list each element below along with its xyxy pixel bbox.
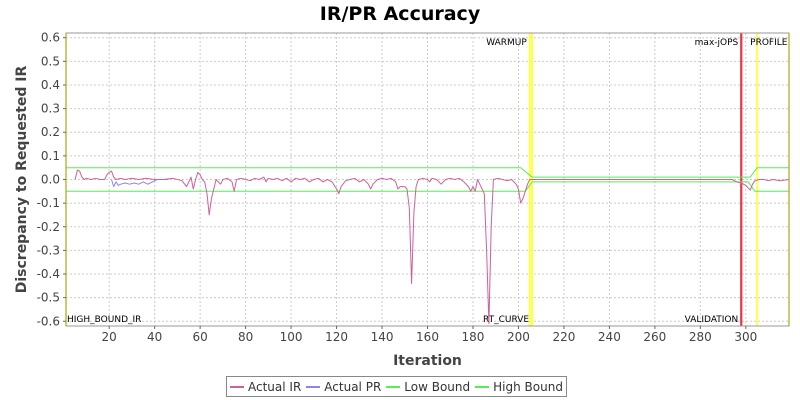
marker-label: PROFILE bbox=[750, 38, 788, 48]
series-line-actual-pr bbox=[111, 179, 169, 188]
y-tick-label: -0.2 bbox=[37, 220, 60, 234]
x-tick-label: 300 bbox=[734, 330, 757, 344]
x-tick-label: 120 bbox=[325, 330, 348, 344]
y-tick-label: 0.3 bbox=[41, 102, 60, 116]
marker-label: RT_CURVE bbox=[483, 315, 529, 325]
legend-label-actual-ir: Actual IR bbox=[248, 379, 302, 394]
legend-item-actual-pr: Actual PR bbox=[306, 380, 381, 394]
chart-svg: HIGH_BOUND_IR WARMUP RT_CURVE max-jOPS VALID… bbox=[14, 31, 790, 369]
x-tick-label: 180 bbox=[462, 330, 485, 344]
y-tick-label: 0.2 bbox=[41, 125, 60, 139]
y-tick-label: -0.1 bbox=[37, 196, 60, 210]
x-axis-title: Iteration bbox=[393, 353, 462, 369]
legend-swatch-actual-pr bbox=[306, 385, 321, 388]
y-tick-label: -0.6 bbox=[37, 314, 60, 328]
series-line-actual-ir bbox=[74, 169, 790, 325]
series-line-high-bound bbox=[66, 167, 789, 178]
x-tick-label: 100 bbox=[280, 330, 303, 344]
legend-swatch-high-bound bbox=[475, 385, 490, 388]
x-tick-label: 280 bbox=[689, 330, 712, 344]
legend-item-high-bound: High Bound bbox=[475, 380, 563, 394]
legend-label-actual-pr: Actual PR bbox=[324, 379, 382, 394]
y-tick-label: -0.3 bbox=[37, 243, 60, 257]
legend: Actual IR Actual PR Low Bound High Bound bbox=[226, 376, 567, 397]
marker-label: VALIDATION bbox=[685, 315, 739, 325]
legend-swatch-low-bound bbox=[386, 385, 401, 388]
marker-label: WARMUP bbox=[486, 38, 527, 48]
x-tick-label: 160 bbox=[416, 330, 439, 344]
x-tick-label: 220 bbox=[552, 330, 575, 344]
series-line-low-bound bbox=[66, 181, 789, 192]
grid-layer bbox=[66, 33, 789, 326]
chart-title: IR/PR Accuracy bbox=[319, 3, 481, 25]
y-tick-label: 0.0 bbox=[41, 173, 60, 187]
series-layer bbox=[66, 167, 790, 325]
legend-label-high-bound: High Bound bbox=[493, 379, 563, 394]
x-tick-label: 140 bbox=[371, 330, 394, 344]
x-tick-label: 260 bbox=[643, 330, 666, 344]
x-tick-label: 60 bbox=[193, 330, 208, 344]
legend-label-low-bound: Low Bound bbox=[404, 379, 471, 394]
y-tick-label: -0.5 bbox=[37, 291, 60, 305]
y-tick-label: 0.5 bbox=[41, 54, 60, 68]
y-tick-label: -0.4 bbox=[37, 267, 60, 281]
x-tick-label: 40 bbox=[147, 330, 162, 344]
y-tick-label: 0.6 bbox=[41, 31, 60, 45]
x-tick-label: 200 bbox=[507, 330, 530, 344]
axis-layer: 20 40 60 80 100 120 140 160 180 200 220 240 260 280 30… bbox=[37, 31, 790, 344]
legend-item-low-bound: Low Bound bbox=[386, 380, 470, 394]
x-tick-label: 20 bbox=[102, 330, 117, 344]
y-axis-title: Discrepancy to Requested IR bbox=[14, 66, 30, 294]
legend-swatch-actual-ir bbox=[230, 385, 244, 388]
x-tick-label: 80 bbox=[238, 330, 253, 344]
y-tick-label: 0.1 bbox=[41, 149, 60, 163]
x-tick-label: 240 bbox=[598, 330, 621, 344]
y-tick-label: 0.4 bbox=[41, 78, 60, 92]
marker-label: max-jOPS bbox=[695, 38, 739, 48]
marker-label: HIGH_BOUND_IR bbox=[67, 315, 141, 325]
legend-item-actual-ir: Actual IR bbox=[230, 380, 301, 394]
